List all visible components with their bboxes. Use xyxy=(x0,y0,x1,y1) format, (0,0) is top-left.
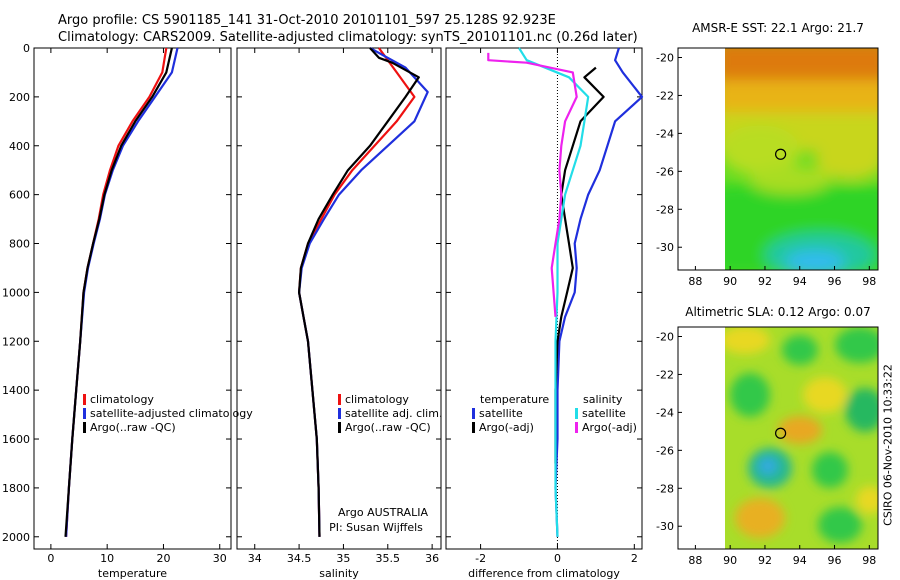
figure-title-line1: Argo profile: CS 5901185_141 31-Oct-2010… xyxy=(58,13,556,28)
map-x-tick-label: 96 xyxy=(828,554,842,567)
map-y-tick-label: -24 xyxy=(656,406,674,419)
x-tick-label: 10 xyxy=(100,552,114,565)
map-x-tick-label: 92 xyxy=(758,554,772,567)
map-y-tick-label: -22 xyxy=(656,89,674,102)
x-axis-label: salinity xyxy=(319,567,359,580)
legend-climatology: climatology xyxy=(345,393,409,406)
legend-sal-argo: Argo(-adj) xyxy=(582,421,637,434)
y-tick-label: 200 xyxy=(9,91,30,104)
map-x-tick-label: 90 xyxy=(723,275,737,288)
map-y-tick-label: -26 xyxy=(656,444,674,457)
legend-satellite-adjusted: satellite-adjusted climatology xyxy=(90,407,253,420)
map-x-tick-label: 90 xyxy=(723,554,737,567)
map-y-tick-label: -20 xyxy=(656,51,674,64)
legend-temp-satellite: satellite xyxy=(479,407,523,420)
legend-swatch-red xyxy=(83,394,86,405)
x-tick-label: 0 xyxy=(554,552,561,565)
map-x-tick-label: 94 xyxy=(793,554,807,567)
y-tick-label: 400 xyxy=(9,140,30,153)
legend-swatch-blue xyxy=(83,408,86,419)
legend-swatch-black xyxy=(83,422,86,433)
series-line-black xyxy=(64,47,173,537)
x-tick-label: 2 xyxy=(631,552,638,565)
map-x-tick-label: 92 xyxy=(758,275,772,288)
x-axis-label: temperature xyxy=(98,567,167,580)
y-tick-label: 1800 xyxy=(2,482,30,495)
x-tick-label: 20 xyxy=(156,552,170,565)
panel-1-frame xyxy=(33,47,232,550)
series-line-blue xyxy=(554,47,644,537)
series-line-cyan xyxy=(518,47,590,537)
map-y-tick-label: -30 xyxy=(656,520,674,533)
sst-map-title: AMSR-E SST: 22.1 Argo: 21.7 xyxy=(692,21,864,35)
map-y-tick-label: -26 xyxy=(656,165,674,178)
legend-argo: Argo(..raw -QC) xyxy=(345,421,431,434)
map-x-tick-label: 88 xyxy=(688,554,702,567)
x-tick-label: 35 xyxy=(336,552,350,565)
series-line-red xyxy=(65,47,168,537)
y-tick-label: 1600 xyxy=(2,433,30,446)
legend-argo: Argo(..raw -QC) xyxy=(90,421,176,434)
x-tick-label: 35.5 xyxy=(376,552,401,565)
map-x-tick-label: 88 xyxy=(688,275,702,288)
x-tick-label: 36 xyxy=(425,552,439,565)
side-timestamp-label: CSIRO 06-Nov-2010 10:33:22 xyxy=(881,364,895,526)
series-line-black xyxy=(298,47,420,537)
sla-map-title: Altimetric SLA: 0.12 Argo: 0.07 xyxy=(685,305,870,319)
sla-argo-position-marker xyxy=(775,427,787,439)
x-axis-label: difference from climatology xyxy=(468,567,620,580)
sst-heatmap-field xyxy=(725,48,878,270)
y-tick-label: 1200 xyxy=(2,335,30,348)
sla-heatmap-field xyxy=(725,327,878,549)
legend-sal-satellite: satellite xyxy=(582,407,626,420)
map-x-tick-label: 98 xyxy=(862,554,876,567)
legend-group-temperature: temperature xyxy=(480,393,549,406)
map-y-tick-label: -30 xyxy=(656,241,674,254)
legend-swatch-blue xyxy=(338,408,341,419)
sst-map-frame xyxy=(677,47,879,271)
legend-climatology: climatology xyxy=(90,393,154,406)
legend-temp-argo: Argo(-adj) xyxy=(479,421,534,434)
y-tick-label: 0 xyxy=(23,42,30,55)
legend-swatch-black xyxy=(338,422,341,433)
map-y-tick-label: -24 xyxy=(656,127,674,140)
series-line-red xyxy=(298,47,416,537)
x-tick-label: 34.5 xyxy=(287,552,312,565)
y-tick-label: 1000 xyxy=(2,286,30,299)
map-x-tick-label: 96 xyxy=(828,275,842,288)
y-tick-label: 600 xyxy=(9,189,30,202)
y-tick-label: 800 xyxy=(9,238,30,251)
sla-map-frame xyxy=(677,326,879,550)
x-tick-label: 34 xyxy=(248,552,262,565)
principal-investigator-annotation: PI: Susan Wijffels xyxy=(329,521,423,534)
y-tick-label: 1400 xyxy=(2,384,30,397)
legend-swatch-blue xyxy=(472,408,475,419)
x-tick-label: 0 xyxy=(47,552,54,565)
map-y-tick-label: -20 xyxy=(656,330,674,343)
legend-satellite-adjusted: satellite adj. clim. xyxy=(345,407,442,420)
float-owner-annotation: Argo AUSTRALIA xyxy=(338,506,428,519)
sst-argo-position-marker xyxy=(775,148,787,160)
map-y-tick-label: -28 xyxy=(656,482,674,495)
x-tick-label: -2 xyxy=(475,552,486,565)
map-x-tick-label: 94 xyxy=(793,275,807,288)
map-y-tick-label: -28 xyxy=(656,203,674,216)
panel-3-frame xyxy=(445,47,643,550)
map-y-tick-label: -22 xyxy=(656,368,674,381)
legend-swatch-magenta xyxy=(575,422,578,433)
legend-swatch-cyan xyxy=(575,408,578,419)
y-tick-label: 2000 xyxy=(2,531,30,544)
series-line-magenta xyxy=(487,52,578,317)
legend-group-salinity: salinity xyxy=(583,393,623,406)
figure-title-line2: Climatology: CARS2009. Satellite-adjuste… xyxy=(58,30,638,45)
map-x-tick-label: 98 xyxy=(862,275,876,288)
x-tick-label: 30 xyxy=(213,552,227,565)
legend-swatch-black xyxy=(472,422,475,433)
panel-2-frame xyxy=(236,47,442,550)
legend-swatch-red xyxy=(338,394,341,405)
